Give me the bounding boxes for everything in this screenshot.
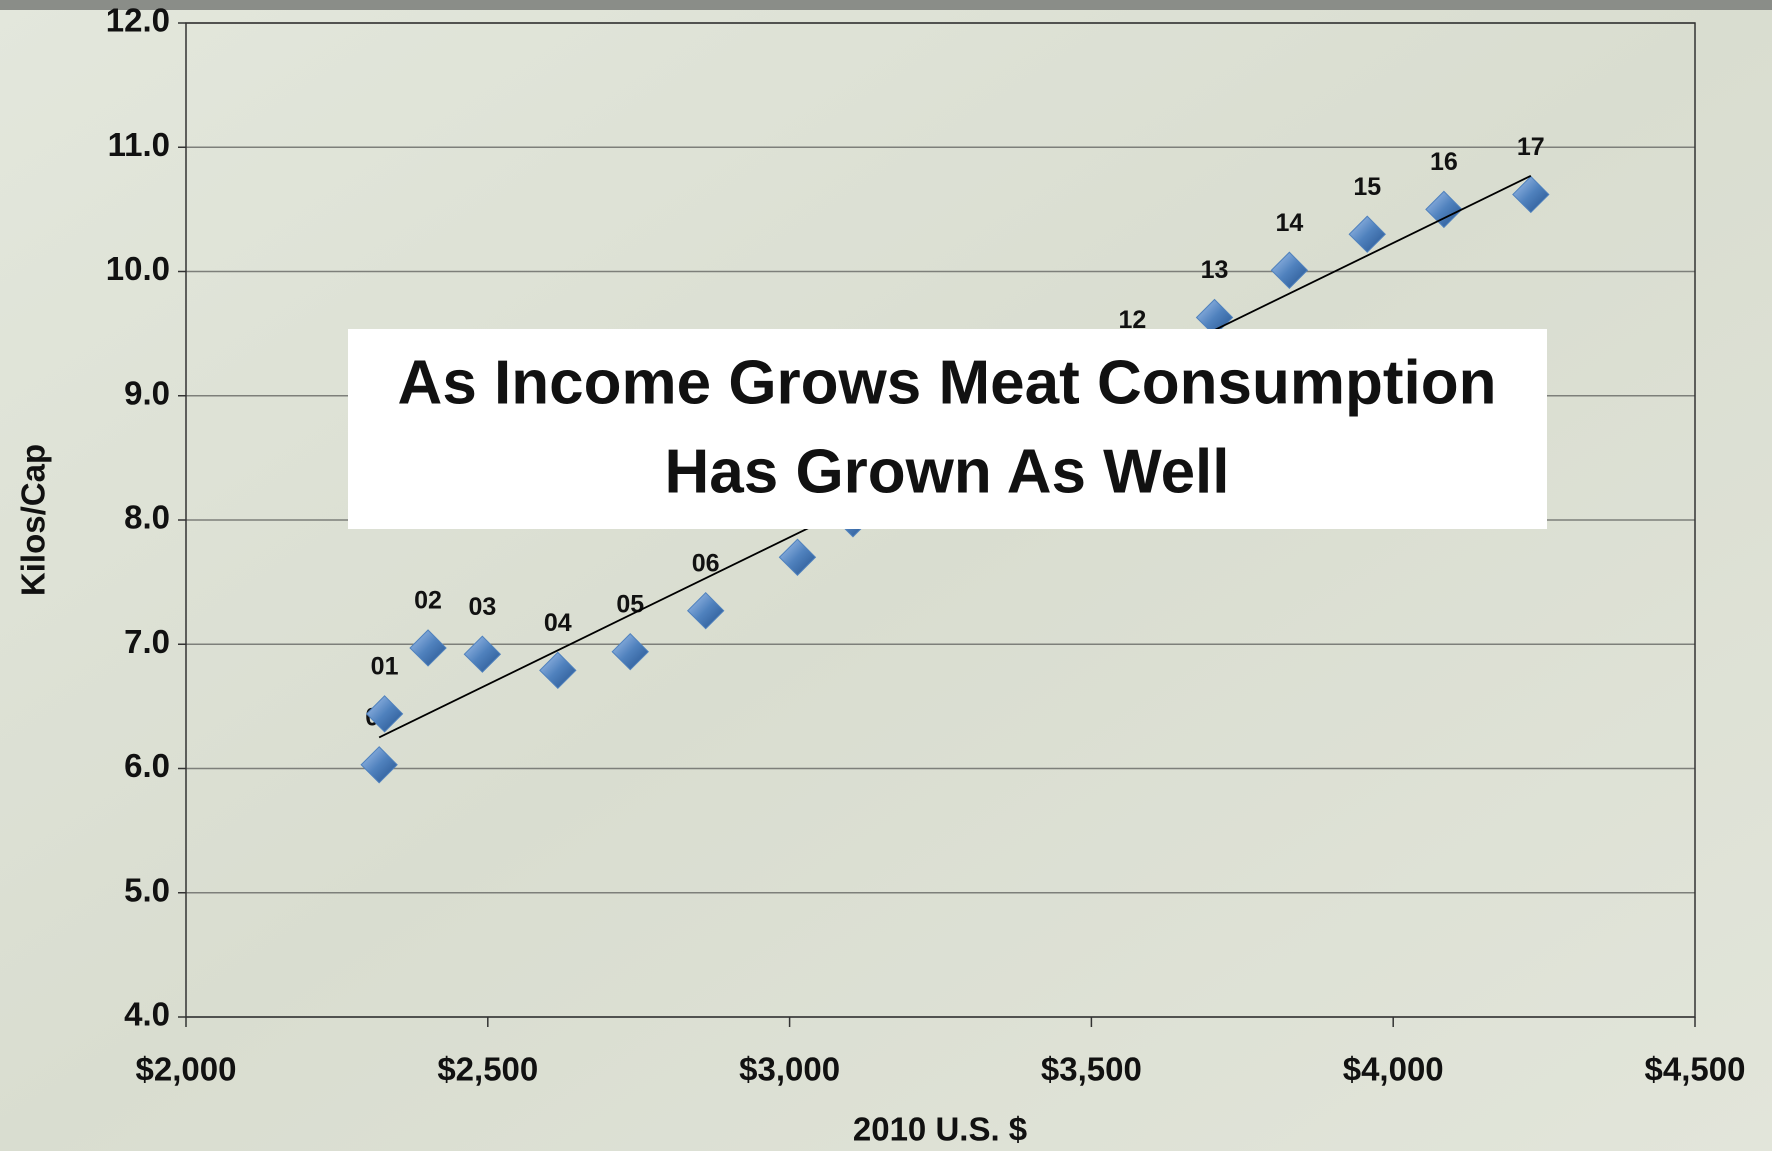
marker <box>611 632 649 671</box>
point-label: 02 <box>414 587 442 615</box>
x-tick-label: $4,500 <box>1645 1051 1746 1088</box>
x-tick-label: $2,500 <box>437 1051 538 1088</box>
point-label: 05 <box>616 590 644 618</box>
plot-frame <box>185 22 1696 1018</box>
title-line: As Income Grows Meat Consumption <box>398 348 1497 417</box>
title-box <box>348 329 1547 529</box>
point-label: 14 <box>1275 209 1303 237</box>
y-tick-label: 9.0 <box>124 374 170 411</box>
x-tick-label: $2,000 <box>136 1051 237 1088</box>
marker <box>1270 251 1309 289</box>
marker <box>686 591 725 630</box>
plot: 4.0 5.0 6.0 7.0 8.0 9.0 10.0 11.0 12.0 $2,000 $2,5… <box>106 2 1746 1088</box>
point-label: 17 <box>1517 133 1545 161</box>
x-tick-label: $3,500 <box>1041 1051 1142 1088</box>
y-tick-label: 8.0 <box>124 499 170 536</box>
y-tick-label: 10.0 <box>106 250 170 287</box>
x-tick-label: $3,000 <box>739 1051 840 1088</box>
y-tick-label: 11.0 <box>108 126 170 163</box>
marker <box>539 651 577 690</box>
point-label: 03 <box>468 593 496 621</box>
title-line: Has Grown As Well <box>664 437 1229 506</box>
y-tick-label: 4.0 <box>124 996 170 1033</box>
point-label: 01 <box>371 652 399 680</box>
marker <box>1512 175 1550 214</box>
point-label: 13 <box>1201 256 1229 284</box>
y-tick-label: 5.0 <box>124 871 170 908</box>
y-tick-label: 7.0 <box>124 623 170 660</box>
point-label: 06 <box>692 549 720 577</box>
x-axis-title: 2010 U.S. $ <box>853 1111 1027 1148</box>
y-tick-label: 12.0 <box>106 2 170 39</box>
marker <box>463 635 502 673</box>
y-tick-label: 6.0 <box>124 747 170 784</box>
x-tick-label: $4,000 <box>1343 1051 1444 1088</box>
marker <box>1425 190 1463 229</box>
marker <box>1348 215 1386 253</box>
point-label: 04 <box>544 609 572 637</box>
marker <box>778 538 817 576</box>
marker <box>365 695 404 733</box>
y-axis-title: Kilos/Cap <box>15 444 52 596</box>
point-label: 15 <box>1353 173 1381 201</box>
point-label: 16 <box>1430 148 1458 176</box>
marker <box>360 746 398 784</box>
marker <box>409 629 447 667</box>
top-bar <box>0 0 1772 10</box>
